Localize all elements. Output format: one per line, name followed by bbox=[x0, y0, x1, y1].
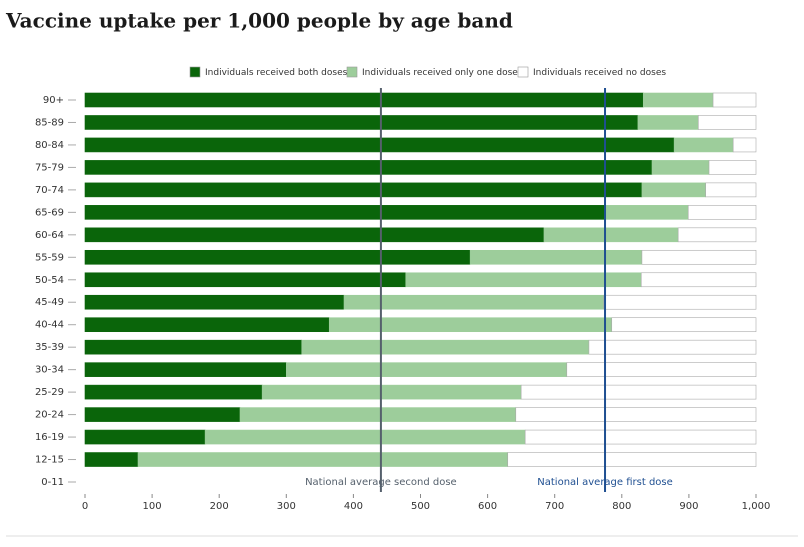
x-tick-label: 600 bbox=[478, 501, 497, 512]
bar-segment bbox=[687, 205, 757, 220]
bar-segment bbox=[566, 362, 757, 377]
y-tick-label: 30-34 bbox=[35, 365, 64, 376]
bar-segment bbox=[515, 407, 757, 422]
bar-segment bbox=[673, 137, 734, 153]
legend-swatch bbox=[346, 66, 358, 78]
bar-segment bbox=[642, 92, 714, 108]
bar-segment bbox=[84, 294, 345, 310]
x-tick-label: 900 bbox=[679, 501, 698, 512]
bar-segment bbox=[84, 160, 653, 175]
bar-segment bbox=[84, 205, 606, 220]
y-tick-label: 20-24 bbox=[35, 410, 64, 421]
bar-segment bbox=[204, 429, 526, 445]
reference-label: National average second dose bbox=[305, 477, 457, 488]
bar-segment bbox=[84, 429, 206, 445]
bar-segment bbox=[697, 115, 757, 130]
legend-label: Individuals received only one dose bbox=[362, 68, 518, 78]
y-tick-label: 0-11 bbox=[41, 477, 64, 488]
y-tick-label: 45-49 bbox=[35, 297, 64, 308]
bar-segment bbox=[84, 137, 675, 153]
bar-segment bbox=[507, 452, 757, 467]
x-tick-label: 700 bbox=[545, 501, 564, 512]
bar-segment bbox=[641, 249, 757, 265]
y-tick-label: 35-39 bbox=[35, 342, 64, 353]
y-tick-label: 80-84 bbox=[35, 140, 64, 151]
y-tick-label: 60-64 bbox=[35, 230, 64, 241]
bar-segment bbox=[611, 317, 757, 333]
x-tick-label: 800 bbox=[612, 501, 631, 512]
x-tick-label: 0 bbox=[82, 501, 88, 512]
bar-segment bbox=[640, 272, 757, 288]
x-tick-label: 200 bbox=[210, 501, 229, 512]
y-tick-label: 25-29 bbox=[35, 387, 64, 398]
bar-segment bbox=[239, 407, 517, 422]
y-tick-label: 90+ bbox=[43, 95, 64, 106]
bar-segment bbox=[301, 339, 590, 355]
bar-segment bbox=[285, 362, 568, 377]
bar-segment bbox=[84, 362, 287, 377]
bar-segment bbox=[469, 249, 643, 265]
bar-segment bbox=[637, 115, 699, 130]
y-tick-label: 12-15 bbox=[35, 455, 64, 466]
bar-segment bbox=[84, 272, 407, 288]
bar-segment bbox=[84, 227, 545, 243]
x-tick-label: 300 bbox=[277, 501, 296, 512]
legend-label: Individuals received no doses bbox=[533, 68, 666, 78]
y-tick-label: 75-79 bbox=[35, 162, 64, 173]
y-tick-label: 40-44 bbox=[35, 320, 64, 331]
bar-segment bbox=[328, 317, 613, 333]
bar-segment bbox=[84, 92, 644, 108]
y-tick-label: 50-54 bbox=[35, 275, 64, 286]
bar-segment bbox=[651, 160, 710, 175]
bar-segment bbox=[84, 452, 139, 467]
bar-segment bbox=[603, 294, 757, 310]
bar-segment bbox=[261, 384, 522, 400]
bar-segment bbox=[712, 92, 757, 108]
bar-segment bbox=[343, 294, 604, 310]
bar-segment bbox=[520, 384, 757, 400]
bar-segment bbox=[588, 339, 757, 355]
legend-label: Individuals received both doses bbox=[205, 68, 348, 78]
bar-segment bbox=[677, 227, 757, 243]
bar-segment bbox=[605, 205, 689, 220]
y-tick-label: 55-59 bbox=[35, 252, 64, 263]
bar-segment bbox=[641, 182, 706, 198]
reference-label: National average first dose bbox=[537, 477, 673, 488]
x-tick-label: 1,000 bbox=[742, 501, 771, 512]
x-tick-label: 400 bbox=[344, 501, 363, 512]
y-tick-label: 16-19 bbox=[35, 432, 64, 443]
bar-segment bbox=[705, 182, 757, 198]
bar-segment bbox=[84, 407, 241, 422]
chart-title: Vaccine uptake per 1,000 people by age b… bbox=[5, 9, 513, 33]
bar-segment bbox=[84, 317, 330, 333]
bar-segment bbox=[524, 429, 757, 445]
legend-swatch bbox=[517, 66, 529, 78]
bar-segment bbox=[84, 384, 263, 400]
bar-segment bbox=[84, 249, 471, 265]
y-tick-label: 70-74 bbox=[35, 185, 64, 196]
bar-segment bbox=[84, 339, 303, 355]
bar-segment bbox=[84, 115, 639, 130]
bar-segment bbox=[84, 182, 643, 198]
y-tick-label: 85-89 bbox=[35, 117, 64, 128]
bar-segment bbox=[708, 160, 757, 175]
y-tick-label: 65-69 bbox=[35, 207, 64, 218]
x-tick-label: 500 bbox=[411, 501, 430, 512]
bar-segment bbox=[543, 227, 679, 243]
bar-segment bbox=[732, 137, 757, 153]
legend-swatch bbox=[189, 66, 201, 78]
x-tick-label: 100 bbox=[143, 501, 162, 512]
bar-segment bbox=[137, 452, 509, 467]
